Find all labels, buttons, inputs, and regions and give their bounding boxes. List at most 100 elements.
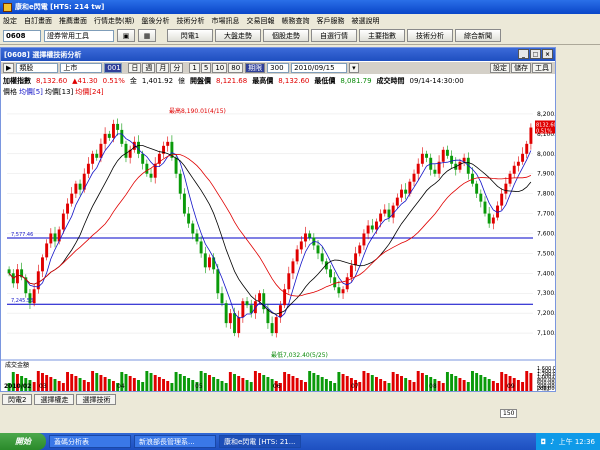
maximize-button[interactable]: □: [530, 49, 541, 59]
volume-bar: [295, 378, 299, 391]
low-label: 最低價: [314, 76, 336, 85]
price-volume-chart[interactable]: 8,200.00 8,100.00 8,000.00 7,900.00 7,800.00…: [1, 48, 555, 391]
quick-button-6[interactable]: 綜合新聞: [455, 29, 501, 42]
menu-item-3[interactable]: 行情走勢(期): [94, 16, 135, 25]
app-titlebar: 康和e閃電 [HTS: 214 tw]: [0, 0, 600, 14]
zoom-box[interactable]: 150: [500, 409, 518, 418]
quick-button-0[interactable]: 閃電1: [167, 29, 213, 42]
candle-body: [425, 153, 429, 158]
candle-body: [333, 277, 337, 288]
menu-item-4[interactable]: 盤後分析: [141, 16, 170, 25]
volume-label: 成交金額: [5, 361, 29, 369]
volume-bar: [441, 383, 445, 391]
count-input[interactable]: 300: [267, 63, 290, 73]
menu-item-5[interactable]: 技術分析: [176, 16, 205, 25]
quick-button-1[interactable]: 大盤走勢: [215, 29, 261, 42]
menu-item-0[interactable]: 設定: [3, 16, 17, 25]
tools-select[interactable]: 證券常用工具: [44, 29, 114, 42]
date-dropdown[interactable]: ▾: [349, 63, 359, 73]
candle-body: [124, 143, 128, 158]
candle-body: [141, 153, 145, 164]
candle-body: [287, 273, 291, 290]
market-select[interactable]: 上市: [60, 63, 103, 73]
right-button-2[interactable]: 工具: [532, 63, 552, 73]
task-item-2[interactable]: 康和e閃電 [HTS: 21...: [219, 435, 301, 448]
group-select[interactable]: 001: [104, 63, 123, 73]
menu-item-10[interactable]: 被選說明: [351, 16, 380, 25]
volume-tick-label: 800,000: [537, 378, 555, 384]
menu-item-9[interactable]: 客戶服務: [316, 16, 345, 25]
menu-item-7[interactable]: 交易回報: [246, 16, 275, 25]
quick-button-5[interactable]: 技術分析: [407, 29, 453, 42]
info-row: 加權指數 8,132.60 ▲41.30 0.51% 金 1,401.92 億 …: [1, 75, 555, 86]
volume-bar: [512, 378, 516, 391]
volume-bar: [383, 381, 387, 391]
candle-body: [199, 241, 203, 254]
quick-button-4[interactable]: 主要指數: [359, 29, 405, 42]
ma5-label[interactable]: 均價[5]: [19, 88, 43, 96]
right-button-1[interactable]: 儲存: [511, 63, 531, 73]
candle-body: [258, 293, 262, 302]
quick-buttons: 閃電1 大盤走勢 個股走勢 自選行情 主要指數 技術分析 綜合新聞: [167, 29, 501, 42]
volume-bar: [137, 380, 140, 391]
candle-body: [387, 209, 391, 218]
price-tick-label: 7,600.00: [537, 230, 555, 237]
task-item-0[interactable]: 蓋碼分析表: [49, 435, 131, 448]
right-button-0[interactable]: 設定: [490, 63, 510, 73]
window-icon: ▣: [122, 31, 130, 40]
minimize-button[interactable]: _: [518, 49, 529, 59]
ma24-label[interactable]: 均價[24]: [75, 88, 104, 96]
volume-bar: [437, 381, 441, 391]
quick-button-3[interactable]: 自選行情: [311, 29, 357, 42]
candle-body: [458, 161, 462, 170]
volume-bar: [316, 375, 320, 391]
candle-body: [182, 193, 186, 214]
num-button-1[interactable]: 5: [200, 63, 212, 73]
volume-bar: [120, 372, 124, 391]
num-button-2[interactable]: 10: [212, 63, 228, 73]
num-button-0[interactable]: 1: [189, 63, 200, 73]
period-button-3[interactable]: 分: [170, 63, 184, 73]
menu-item-1[interactable]: 自訂畫面: [24, 16, 52, 25]
candle-body: [70, 193, 74, 204]
period-range-button[interactable]: 期限: [245, 63, 266, 73]
volume-bar: [208, 375, 211, 391]
ma13-label[interactable]: 均價[13]: [44, 88, 74, 96]
num-button-3[interactable]: 80: [228, 63, 244, 73]
bottom-tab-2[interactable]: 選擇技術: [76, 394, 117, 405]
code-input[interactable]: 0608: [3, 29, 41, 42]
task-item-1[interactable]: 新浪部長管理系...: [134, 435, 216, 448]
menu-item-2[interactable]: 推薦畫面: [59, 16, 87, 25]
volume-bar: [11, 372, 15, 391]
volume-bar: [262, 375, 266, 391]
volume-bar: [374, 377, 378, 391]
volume-tick-label: 1,600,000: [537, 366, 555, 372]
volume-bar: [529, 373, 533, 391]
candle-body: [241, 301, 245, 318]
bottom-tab-0[interactable]: 閃電2: [2, 394, 33, 405]
play-button[interactable]: ▶: [3, 63, 15, 73]
candle-body: [157, 153, 161, 164]
x-tick-label: 04: [117, 383, 125, 390]
volume-bar: [516, 380, 520, 391]
x-tick-label: 09: [507, 383, 515, 390]
quick-button-2[interactable]: 個股走勢: [263, 29, 309, 42]
candle-body: [28, 293, 32, 304]
high-annotation: 最高8,190.01(4/15): [169, 107, 226, 115]
type-select[interactable]: 類股: [16, 63, 59, 73]
date-input[interactable]: 2010/09/15: [291, 63, 348, 73]
close-button[interactable]: ×: [542, 49, 553, 59]
period-button-0[interactable]: 日: [128, 63, 142, 73]
start-button[interactable]: 開始: [0, 433, 46, 450]
candle-body: [61, 213, 65, 230]
tool-icon-button[interactable]: ▣: [117, 29, 135, 42]
candle-body: [45, 243, 49, 258]
bottom-tab-1[interactable]: 選擇權走: [34, 394, 75, 405]
menu-item-6[interactable]: 市場訊息: [211, 16, 240, 25]
candle-body: [278, 305, 282, 318]
period-button-1[interactable]: 週: [142, 63, 156, 73]
menu-item-8[interactable]: 帳務查詢: [281, 16, 310, 25]
volume-bar: [471, 371, 474, 391]
tool-icon-button-2[interactable]: ▦: [138, 29, 156, 42]
period-button-2[interactable]: 月: [156, 63, 170, 73]
